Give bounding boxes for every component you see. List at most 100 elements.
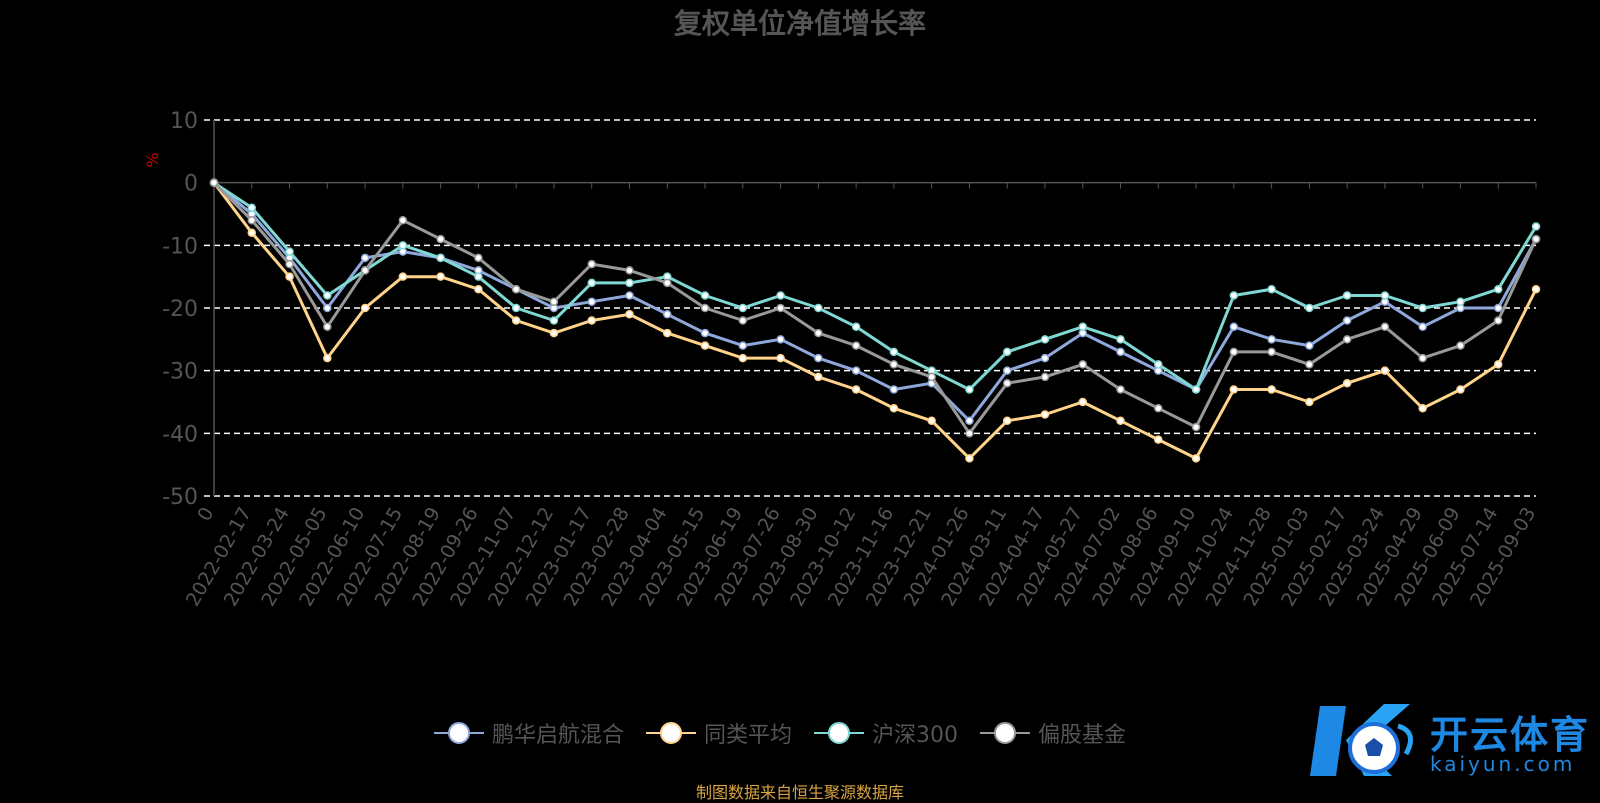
- data-point-1: [1456, 385, 1465, 394]
- data-point-3: [323, 322, 332, 332]
- data-point-0: [889, 385, 899, 394]
- data-point-2: [1267, 284, 1276, 294]
- data-point-2: [738, 303, 748, 313]
- data-point-2: [436, 253, 445, 263]
- x-tick-label: 0: [193, 504, 218, 525]
- data-point-0: [700, 328, 710, 338]
- data-point-1: [1493, 360, 1503, 369]
- data-point-3: [965, 429, 974, 438]
- data-point-2: [1305, 303, 1314, 313]
- data-point-3: [1267, 347, 1276, 357]
- data-point-1: [1531, 284, 1541, 294]
- data-point-1: [1267, 385, 1276, 394]
- data-point-3: [1342, 335, 1352, 344]
- data-point-0: [625, 291, 634, 300]
- legend-item-penghua[interactable]: 鹏华启航混合: [434, 717, 624, 749]
- data-point-0: [587, 297, 596, 306]
- data-point-1: [587, 316, 596, 325]
- data-point-3: [1078, 360, 1087, 369]
- data-point-1: [436, 272, 445, 281]
- data-point-0: [738, 341, 748, 350]
- data-point-2: [1380, 291, 1390, 300]
- legend-label: 鹏华启航混合: [492, 723, 625, 748]
- data-point-0: [323, 303, 332, 313]
- data-point-3: [436, 234, 445, 244]
- data-point-1: [1078, 397, 1087, 407]
- legend-label: 偏股基金: [1038, 723, 1127, 748]
- data-point-1: [549, 328, 559, 338]
- data-point-0: [1342, 316, 1352, 325]
- data-point-2: [1456, 297, 1465, 306]
- data-point-1: [814, 372, 823, 382]
- data-point-1: [889, 404, 899, 413]
- data-point-1: [474, 284, 483, 294]
- data-point-3: [1305, 360, 1314, 369]
- data-point-1: [511, 316, 521, 325]
- data-point-0: [814, 353, 823, 363]
- data-point-2: [1116, 335, 1125, 344]
- data-point-1: [700, 341, 710, 350]
- logo: 开云体育 kaiyun.com: [1306, 696, 1596, 786]
- data-point-2: [247, 203, 257, 212]
- ball-logo-icon: [1310, 704, 1413, 776]
- y-tick-label: -30: [162, 360, 198, 385]
- data-point-3: [738, 316, 748, 325]
- data-point-0: [1040, 353, 1050, 363]
- data-point-3: [511, 284, 521, 294]
- legend: 鹏华启航混合 同类平均 沪深300 偏股基金: [434, 717, 1126, 749]
- logo-text: 开云体育: [1430, 713, 1591, 757]
- data-point-2: [1531, 222, 1541, 231]
- data-point-3: [1418, 353, 1427, 363]
- data-point-3: [247, 216, 257, 225]
- data-point-2: [776, 291, 785, 300]
- data-point-2: [511, 303, 521, 313]
- data-point-3: [209, 178, 219, 187]
- data-point-3: [1229, 347, 1239, 357]
- y-axis-label: %: [143, 152, 162, 167]
- data-point-3: [587, 259, 596, 269]
- data-point-2: [323, 291, 332, 300]
- data-point-1: [1154, 435, 1163, 444]
- data-point-3: [398, 216, 408, 225]
- data-point-3: [1380, 322, 1390, 332]
- data-point-1: [1229, 385, 1239, 394]
- y-tick-label: 0: [184, 172, 198, 197]
- data-point-0: [1229, 322, 1239, 332]
- y-tick-label: -10: [162, 234, 198, 259]
- y-tick-label: 10: [170, 109, 198, 134]
- data-point-1: [738, 353, 748, 363]
- data-point-1: [398, 272, 408, 281]
- data-point-1: [1002, 416, 1012, 426]
- data-point-3: [927, 372, 936, 382]
- data-point-3: [700, 303, 710, 313]
- legend-marker-icon: [646, 721, 697, 745]
- data-point-0: [1267, 335, 1276, 344]
- data-point-1: [1191, 454, 1201, 463]
- series-line-2: [213, 181, 1538, 391]
- data-point-1: [776, 353, 785, 363]
- data-point-2: [1154, 360, 1163, 369]
- data-point-3: [1531, 234, 1541, 244]
- legend-item-csi300[interactable]: 沪深300: [814, 717, 958, 749]
- data-point-2: [814, 303, 823, 313]
- data-point-0: [360, 253, 370, 263]
- data-point-1: [927, 416, 936, 426]
- data-point-0: [1002, 366, 1012, 375]
- series-line-1: [212, 181, 1538, 460]
- data-point-1: [965, 454, 974, 463]
- data-point-1: [1305, 397, 1314, 407]
- legend-item-equity-fund[interactable]: 偏股基金: [980, 717, 1126, 749]
- data-point-3: [474, 253, 483, 263]
- data-point-2: [1040, 335, 1050, 344]
- data-point-2: [587, 278, 596, 288]
- data-point-0: [776, 335, 785, 344]
- data-point-0: [1116, 347, 1125, 357]
- data-point-1: [1342, 378, 1352, 388]
- line-chart: 100-10-20-30-40-50%02022-02-172022-03-24…: [143, 109, 1541, 610]
- legend-item-peer-average[interactable]: 同类平均: [646, 717, 792, 749]
- legend-marker-icon: [980, 721, 1031, 745]
- data-point-3: [1040, 372, 1050, 382]
- data-point-3: [1493, 316, 1503, 325]
- data-point-2: [851, 322, 861, 332]
- data-point-2: [965, 385, 974, 394]
